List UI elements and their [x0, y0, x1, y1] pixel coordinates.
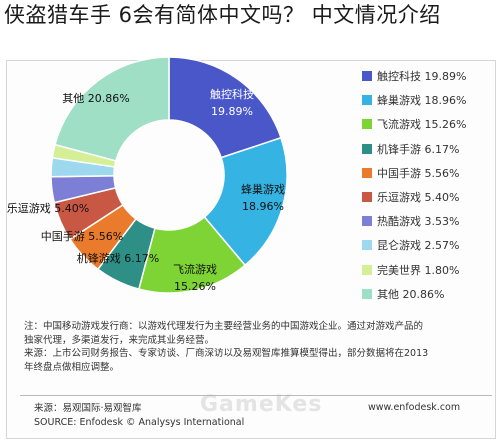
donut-slice: [168, 56, 282, 159]
legend-item: 乐逗游戏 5.40%: [362, 185, 496, 209]
source-site: www.enfodesk.com: [368, 402, 461, 413]
legend-swatch: [362, 288, 372, 299]
legend-swatch: [362, 192, 372, 203]
source-block: 来源：易观国际·易观智库 SOURCE: Enfodesk © Analysys…: [34, 402, 244, 429]
source-line: SOURCE: Enfodesk © Analysys Internationa…: [34, 416, 245, 428]
legend-label: 热酷游戏 3.53%: [377, 215, 460, 229]
legend-item: 其他 20.86%: [362, 282, 496, 306]
chart-notes: 注：中国移动游戏发行商：以游戏代理发行为主要经营业务的中国游戏企业。通过对游戏产…: [24, 320, 494, 374]
legend-label: 机锋手游 6.17%: [377, 142, 460, 156]
legend-swatch: [362, 216, 372, 227]
donut-slice: [203, 136, 288, 267]
slice-label: 中国手游 5.56%: [41, 229, 123, 243]
legend-item: 昆仑游戏 2.57%: [362, 233, 496, 257]
slice-label: 触控科技 19.89%: [210, 87, 254, 118]
legend-label: 中国手游 5.56%: [377, 166, 460, 180]
legend-label: 昆仑游戏 2.57%: [377, 239, 460, 253]
legend-swatch: [362, 119, 372, 130]
legend-item: 飞流游戏 15.26%: [362, 112, 496, 136]
donut-slice: [54, 56, 170, 162]
source-line: 来源：易观国际·易观智库: [34, 403, 142, 414]
slice-label: 乐逗游戏 5.40%: [7, 202, 89, 215]
legend-label: 乐逗游戏 5.40%: [377, 191, 460, 205]
legend-item: 机锋手游 6.17%: [362, 137, 496, 161]
note-line: 年终盘点做相应调整。: [24, 361, 120, 373]
note-line: 来源：上市公司财务报告、专家访谈、厂商深访以及易观智库推算模型得出，部分数据将在…: [24, 348, 429, 359]
page-title: 侠盗猎车手 6会有简体中文吗？ 中文情况介绍: [4, 3, 441, 27]
watermark: GameKes: [200, 392, 323, 417]
legend-item: 热酷游戏 3.53%: [362, 209, 496, 233]
legend-label: 其他 20.86%: [377, 287, 445, 301]
legend-swatch: [362, 95, 372, 106]
note-line: 独家代理，多渠道发行，来完成其业务经营。: [24, 334, 215, 346]
divider: [20, 395, 492, 396]
chart-legend: 触控科技 19.89% 蜂巢游戏 18.96% 飞流游戏 15.26% 机锋手游 6.…: [362, 64, 496, 306]
slice-label: 飞流游戏 15.26%: [173, 262, 217, 293]
legend-item: 中国手游 5.56%: [362, 161, 496, 185]
legend-swatch: [362, 240, 372, 251]
legend-label: 完美世界 1.80%: [377, 263, 460, 277]
legend-label: 飞流游戏 15.26%: [377, 118, 467, 132]
legend-swatch: [362, 264, 372, 275]
legend-item: 完美世界 1.80%: [362, 258, 496, 282]
legend-item: 蜂巢游戏 18.96%: [362, 88, 496, 112]
legend-swatch: [362, 143, 372, 154]
note-line: 注：中国移动游戏发行商：以游戏代理发行为主要经营业务的中国游戏企业。通过对游戏产…: [24, 321, 424, 332]
legend-label: 触控科技 19.89%: [377, 70, 467, 84]
slice-label: 蜂巢游戏 18.96%: [241, 182, 285, 213]
slice-label: 其他 20.86%: [62, 92, 129, 105]
slice-label: 机锋游戏 6.17%: [77, 251, 159, 265]
legend-item: 触控科技 19.89%: [362, 64, 496, 88]
legend-label: 蜂巢游戏 18.96%: [377, 94, 467, 108]
legend-swatch: [362, 167, 372, 178]
legend-swatch: [362, 71, 372, 82]
